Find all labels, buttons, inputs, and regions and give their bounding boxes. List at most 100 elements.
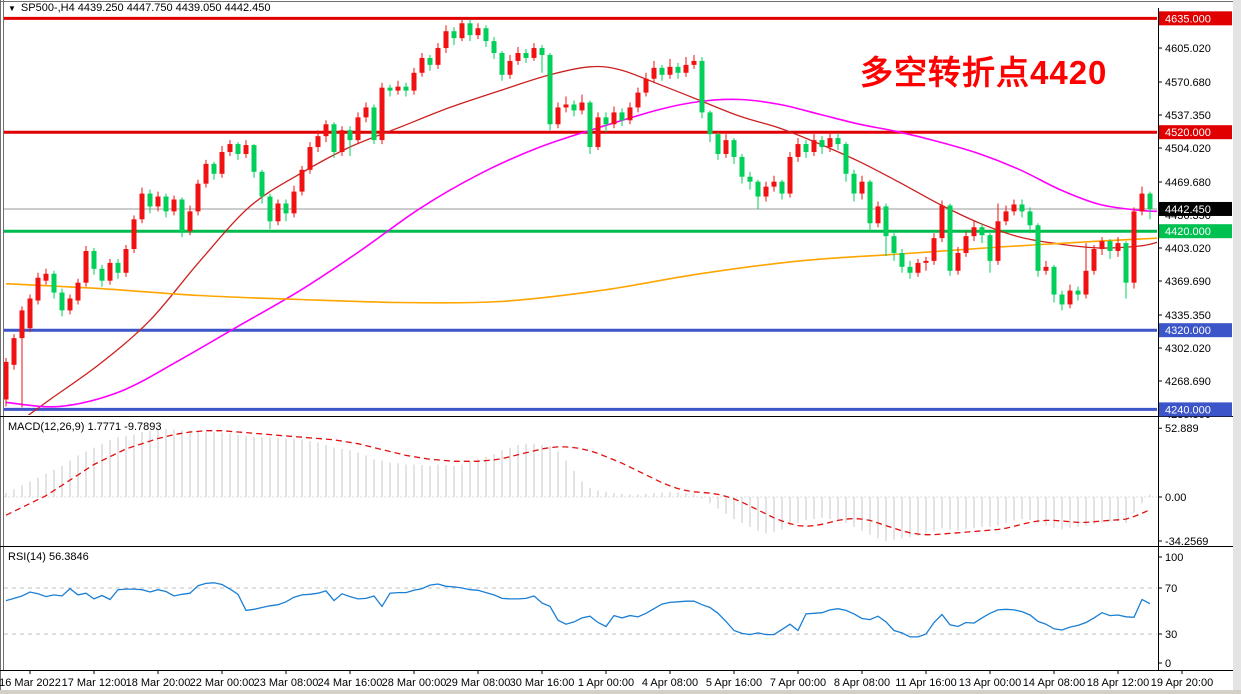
time-label: 13 Apr 00:00	[959, 677, 1021, 689]
candle	[995, 221, 1001, 261]
candle	[475, 28, 481, 36]
price-badge-label: 4240.000	[1165, 404, 1211, 416]
candle	[27, 298, 33, 329]
candle	[227, 144, 233, 152]
price-tick-label: 4469.680	[1165, 177, 1211, 189]
candle	[67, 298, 73, 311]
rsi-tick-label: 100	[1165, 552, 1183, 564]
candle	[507, 60, 513, 75]
price-badge: 4320.000	[1159, 323, 1232, 338]
candle	[731, 140, 737, 157]
chevron-down-icon[interactable]: ▼	[8, 3, 16, 13]
candle	[843, 144, 849, 174]
price-badge-label: 4420.000	[1165, 226, 1211, 238]
candle	[987, 235, 993, 261]
candle	[75, 282, 81, 301]
price-badge-label: 4442.450	[1165, 204, 1211, 216]
candle	[635, 92, 641, 108]
price-tick-label: 4302.020	[1165, 343, 1211, 355]
time-label: 18 Apr 12:00	[1087, 677, 1149, 689]
macd-indicator-label: MACD(12,26,9) 1.7771 -9.7893	[8, 421, 162, 433]
time-label: 5 Apr 16:00	[706, 677, 762, 689]
macd-signal-line	[5, 430, 1151, 536]
candle	[107, 262, 113, 281]
candle	[763, 186, 769, 197]
candle	[235, 144, 241, 154]
candle	[307, 147, 313, 170]
candle	[1147, 193, 1153, 209]
candle	[651, 67, 657, 79]
time-label: 23 Mar 08:00	[254, 677, 319, 689]
candle	[1059, 294, 1065, 305]
candle	[795, 144, 801, 157]
price-badge: 4520.000	[1159, 125, 1232, 139]
candle	[243, 145, 249, 154]
price-badge: 4635.000	[1159, 11, 1232, 26]
time-label: 11 Apr 16:00	[895, 677, 957, 689]
price-badge-label: 4635.000	[1165, 13, 1211, 25]
annotation-text[interactable]: 多空转折点4420	[860, 54, 1108, 91]
candle	[1043, 266, 1049, 271]
candle	[787, 156, 793, 194]
candle	[283, 203, 289, 214]
candle	[419, 57, 425, 73]
price-tick-label: 4335.350	[1165, 310, 1211, 322]
candle	[947, 205, 953, 271]
candle	[979, 227, 985, 236]
candle	[851, 173, 857, 194]
candle	[835, 138, 841, 145]
price-tick-label: 4537.350	[1165, 110, 1211, 122]
candle	[19, 310, 25, 339]
candle	[723, 140, 729, 154]
candle	[1019, 204, 1025, 212]
candle	[683, 64, 689, 73]
candle	[867, 181, 873, 224]
candle	[619, 112, 625, 121]
time-label: 7 Apr 00:00	[770, 677, 826, 689]
candle	[355, 117, 361, 141]
candle	[395, 86, 401, 91]
candle	[163, 196, 169, 212]
candle	[259, 171, 265, 197]
candle	[331, 124, 337, 152]
candle	[955, 252, 961, 271]
macd-tick-label: -34.2569	[1165, 536, 1208, 548]
candle	[579, 102, 585, 111]
candle	[379, 87, 385, 141]
candle	[675, 66, 681, 73]
candle	[427, 57, 433, 65]
candle	[1123, 243, 1129, 283]
candle	[971, 227, 977, 237]
candle	[699, 60, 705, 113]
candle	[587, 102, 593, 148]
candle	[35, 277, 41, 301]
time-label: 19 Apr 20:00	[1151, 677, 1213, 689]
rsi-tick-label: 30	[1165, 629, 1177, 641]
candle	[531, 48, 537, 58]
candle	[891, 236, 897, 253]
price-badge: 4442.450	[1159, 201, 1232, 216]
candle	[347, 130, 353, 141]
macd-panel	[4, 428, 1157, 542]
candle	[747, 176, 753, 182]
candle	[707, 112, 713, 135]
candle	[403, 86, 409, 91]
candle	[1027, 211, 1033, 226]
candle	[691, 60, 697, 65]
candle	[435, 48, 441, 65]
rsi-panel	[4, 582, 1157, 638]
candle	[643, 78, 649, 93]
candle	[883, 206, 889, 237]
main-price-panel	[4, 16, 1157, 415]
time-label: 22 Mar 00:00	[190, 677, 255, 689]
candle	[43, 273, 49, 281]
candle	[1035, 225, 1041, 271]
candle	[811, 140, 817, 152]
price-badge: 4240.000	[1159, 402, 1232, 417]
candle	[187, 211, 193, 232]
candles	[4, 17, 1153, 408]
candle	[363, 107, 369, 118]
candle	[91, 250, 97, 269]
candle	[299, 169, 305, 192]
